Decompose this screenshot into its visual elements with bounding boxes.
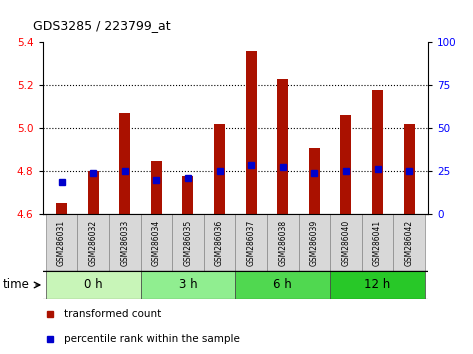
Text: GSM286037: GSM286037	[246, 219, 255, 266]
Text: GSM286034: GSM286034	[152, 219, 161, 266]
Bar	[403, 124, 415, 214]
Bar	[214, 124, 225, 214]
Text: GSM286038: GSM286038	[278, 219, 287, 266]
Bar	[172, 214, 204, 271]
Text: 0 h: 0 h	[84, 279, 103, 291]
Bar	[330, 271, 425, 299]
Bar	[298, 214, 330, 271]
Text: GSM286031: GSM286031	[57, 219, 66, 266]
Bar	[277, 79, 288, 214]
Bar	[88, 171, 99, 214]
Text: GSM286039: GSM286039	[310, 219, 319, 266]
Bar	[204, 214, 236, 271]
Text: transformed count: transformed count	[64, 309, 161, 320]
Bar	[119, 113, 130, 214]
Bar	[372, 90, 383, 214]
Text: 6 h: 6 h	[273, 279, 292, 291]
Bar	[77, 214, 109, 271]
Bar	[309, 148, 320, 214]
Text: GSM286036: GSM286036	[215, 219, 224, 266]
Bar	[151, 160, 162, 214]
Text: time: time	[2, 279, 29, 291]
Bar	[183, 176, 193, 214]
Bar	[236, 214, 267, 271]
Text: 3 h: 3 h	[179, 279, 197, 291]
Bar	[394, 214, 425, 271]
Text: GSM286033: GSM286033	[120, 219, 129, 266]
Text: GSM286035: GSM286035	[184, 219, 193, 266]
Text: percentile rank within the sample: percentile rank within the sample	[64, 333, 240, 344]
Bar	[267, 214, 298, 271]
Text: GSM286042: GSM286042	[404, 219, 413, 266]
Text: GSM286040: GSM286040	[342, 219, 350, 266]
Bar	[330, 214, 362, 271]
Bar	[245, 51, 257, 214]
Bar	[46, 271, 140, 299]
Text: 12 h: 12 h	[364, 279, 391, 291]
Bar	[46, 214, 77, 271]
Bar	[341, 115, 351, 214]
Text: GDS3285 / 223799_at: GDS3285 / 223799_at	[33, 19, 171, 32]
Bar	[236, 271, 330, 299]
Bar	[362, 214, 394, 271]
Text: GSM286041: GSM286041	[373, 219, 382, 266]
Bar	[140, 214, 172, 271]
Bar	[140, 271, 236, 299]
Bar	[56, 204, 67, 214]
Bar	[109, 214, 140, 271]
Text: GSM286032: GSM286032	[88, 219, 97, 266]
